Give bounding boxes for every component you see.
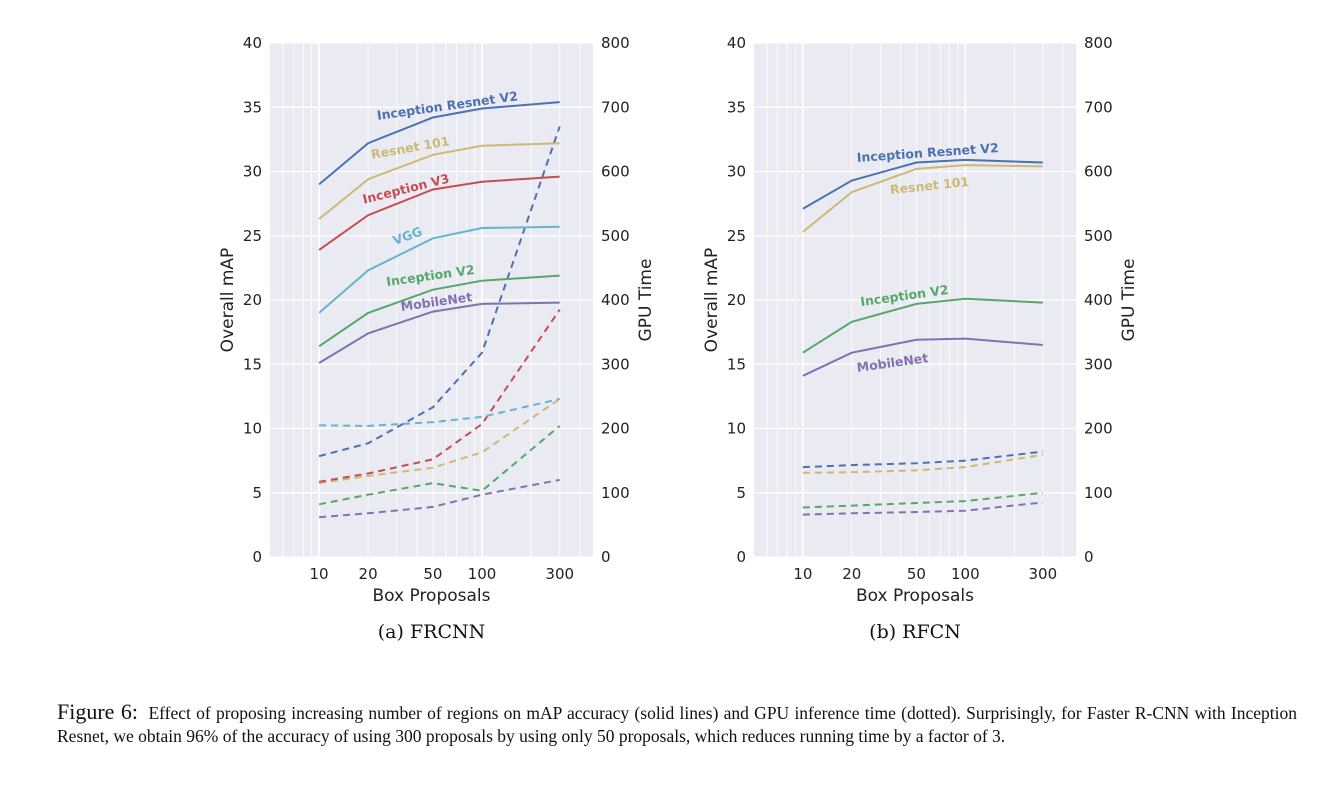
caption-label: Figure 6: (57, 699, 138, 724)
y-tick-label: 25 (727, 227, 746, 245)
figure: 0510152025303540010020030040050060070080… (218, 34, 1139, 643)
figure-caption: Figure 6: Effect of proposing increasing… (57, 700, 1297, 748)
chart-panel-1: 0510152025303540010020030040050060070080… (218, 34, 656, 643)
y2-tick-label: 100 (1084, 484, 1113, 502)
y2-tick-label: 0 (601, 548, 611, 566)
y2-tick-label: 400 (1084, 291, 1113, 309)
x-tick-label: 100 (951, 565, 980, 583)
gpu-time-line-inception-resnet-v2 (802, 450, 1043, 469)
chart-panel-2: 0510152025303540010020030040050060070080… (702, 34, 1139, 643)
y-axis-label: Overall mAP (702, 248, 722, 353)
y2-tick-label: 0 (1084, 548, 1094, 566)
gpu-time-line-resnet-101 (802, 453, 1043, 474)
x-tick-label: 20 (359, 565, 378, 583)
map-line-inception-v3 (318, 175, 560, 251)
y-tick-label: 10 (243, 420, 262, 438)
y-tick-label: 20 (727, 291, 746, 309)
y-tick-label: 40 (727, 34, 746, 52)
x-tick-label: 50 (423, 565, 442, 583)
x-tick-label: 20 (842, 565, 861, 583)
gpu-time-line-mobilenet (802, 501, 1043, 516)
y-tick-label: 5 (252, 484, 262, 502)
panel-subtitle: (b) RFCN (869, 621, 961, 643)
y2-tick-label: 200 (601, 420, 630, 438)
y2-tick-label: 500 (601, 227, 630, 245)
y2-tick-label: 700 (1084, 98, 1113, 116)
x-axis-label: Box Proposals (856, 586, 974, 606)
gpu-time-line-inception-v3 (318, 309, 561, 483)
y2-tick-label: 400 (601, 291, 630, 309)
y-tick-label: 40 (243, 34, 262, 52)
map-line-inception-resnet-v2 (318, 101, 560, 186)
gpu-time-line-resnet-101 (318, 398, 561, 485)
y-tick-label: 20 (243, 291, 262, 309)
y2-tick-label: 200 (1084, 420, 1113, 438)
y2-tick-label: 600 (1084, 163, 1113, 181)
y2-tick-label: 700 (601, 98, 630, 116)
x-tick-label: 10 (310, 565, 329, 583)
y-tick-label: 0 (736, 548, 746, 566)
map-line-mobilenet (802, 337, 1043, 377)
y-tick-label: 15 (243, 355, 262, 373)
y-axis-label: Overall mAP (218, 248, 238, 353)
x-tick-label: 100 (468, 565, 497, 583)
y2-tick-label: 800 (601, 34, 630, 52)
map-line-inception-v2 (802, 297, 1043, 354)
x-tick-label: 10 (793, 565, 812, 583)
y-tick-label: 15 (727, 355, 746, 373)
panel-subtitle: (a) FRCNN (378, 621, 485, 643)
y2-tick-label: 500 (1084, 227, 1113, 245)
y-tick-label: 30 (243, 163, 262, 181)
y-tick-label: 5 (736, 484, 746, 502)
x-axis-label: Box Proposals (372, 586, 490, 606)
y2-axis-label: GPU Time (1119, 259, 1139, 342)
gpu-time-line-vgg (319, 397, 560, 427)
gpu-time-line-inception-resnet-v2 (318, 126, 561, 458)
map-line-inception-resnet-v2 (802, 158, 1043, 210)
gpu-time-line-mobilenet (319, 478, 560, 519)
map-line-mobilenet (318, 301, 560, 364)
y2-tick-label: 800 (1084, 34, 1113, 52)
x-tick-label: 300 (545, 565, 574, 583)
map-line-resnet-101 (318, 142, 560, 220)
y-tick-label: 35 (243, 98, 262, 116)
map-line-inception-v2 (318, 274, 560, 348)
y-tick-label: 35 (727, 98, 746, 116)
x-tick-label: 50 (907, 565, 926, 583)
y-tick-label: 0 (252, 548, 262, 566)
y2-axis-label: GPU Time (636, 259, 656, 342)
x-tick-label: 300 (1029, 565, 1058, 583)
y2-tick-label: 300 (1084, 355, 1113, 373)
gpu-time-line-inception-v2 (802, 491, 1043, 509)
map-line-resnet-101 (802, 164, 1043, 233)
y2-tick-label: 300 (601, 355, 630, 373)
y-tick-label: 30 (727, 163, 746, 181)
y-tick-label: 10 (727, 420, 746, 438)
caption-text: Effect of proposing increasing number of… (57, 703, 1298, 746)
y2-tick-label: 600 (601, 163, 630, 181)
y-tick-label: 25 (243, 227, 262, 245)
y2-tick-label: 100 (601, 484, 630, 502)
map-line-vgg (318, 225, 560, 314)
